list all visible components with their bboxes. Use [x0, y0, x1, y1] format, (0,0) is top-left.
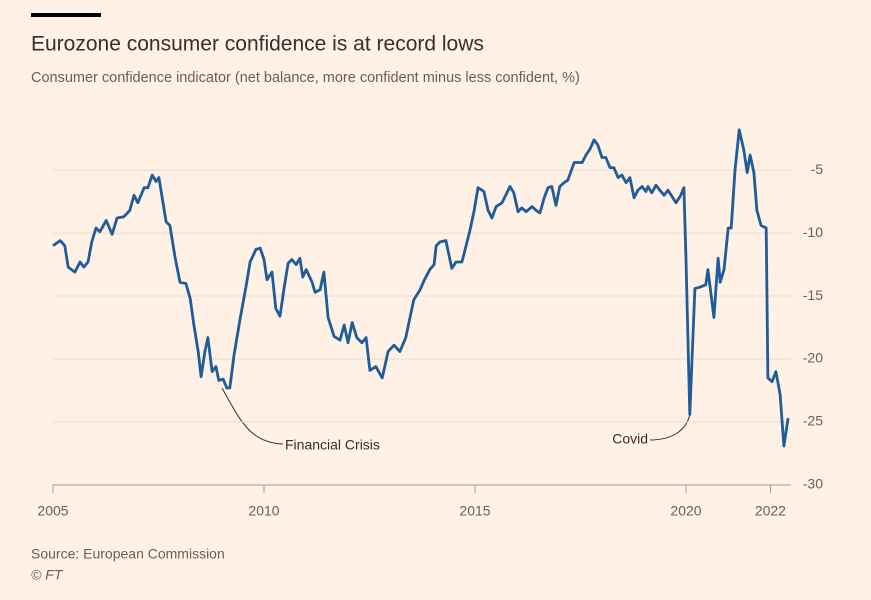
y-tick-label: -30	[803, 476, 823, 492]
annotation: Financial Crisis	[285, 437, 380, 453]
y-tick-label: -20	[803, 350, 823, 366]
annotation-leader	[221, 387, 284, 445]
chart-title: Eurozone consumer confidence is at recor…	[31, 33, 484, 56]
annotation-leader	[649, 413, 691, 441]
y-tick-label: -5	[811, 161, 824, 177]
x-tick-label: 2022	[755, 503, 786, 519]
line-series	[52, 128, 790, 448]
y-tick-label: -25	[803, 413, 823, 429]
title-bar	[31, 13, 101, 17]
credit: © FT	[31, 567, 64, 583]
y-tick-label: -15	[803, 287, 823, 303]
x-tick-label: 2005	[37, 503, 68, 519]
annotation: Covid	[612, 431, 648, 447]
y-tick-label: -10	[803, 224, 823, 240]
x-tick-label: 2020	[670, 503, 701, 519]
x-tick-label: 2015	[459, 503, 490, 519]
chart-subtitle: Consumer confidence indicator (net balan…	[31, 70, 580, 86]
source: Source: European Commission	[31, 546, 225, 562]
x-tick-label: 2010	[248, 503, 279, 519]
